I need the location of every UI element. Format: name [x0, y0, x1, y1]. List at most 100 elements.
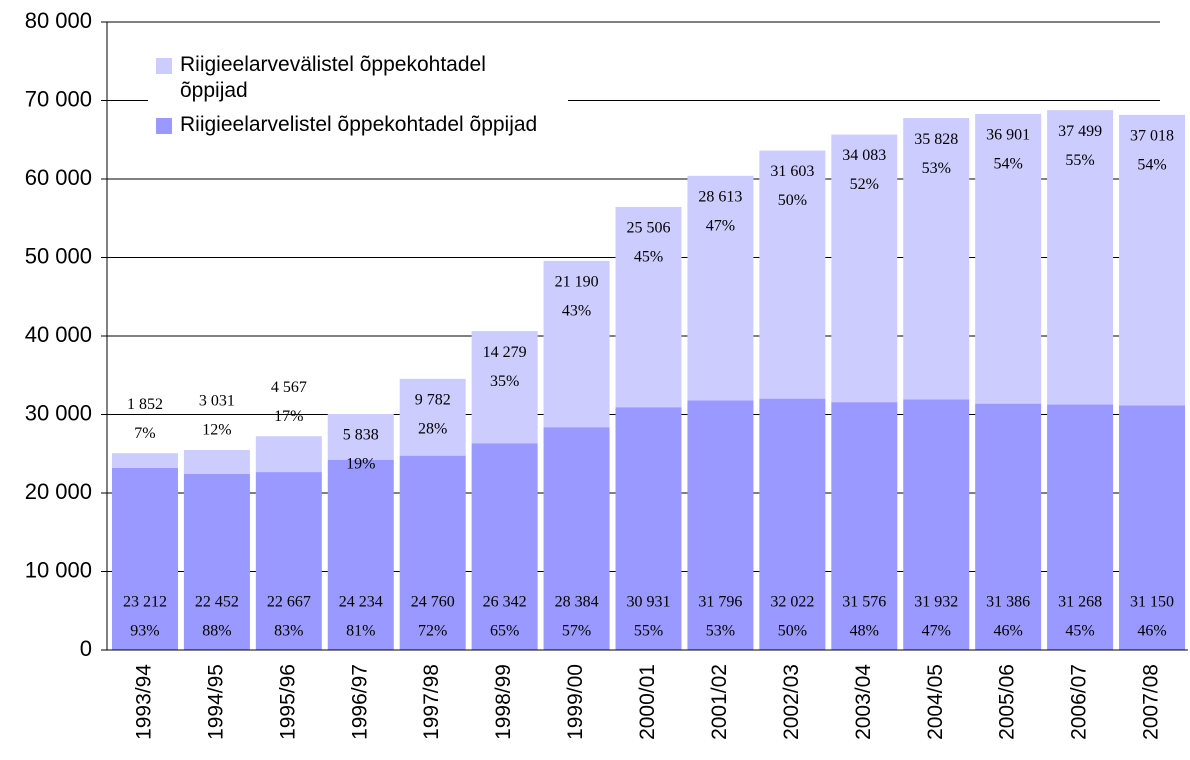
y-tick-label: 40 000 [25, 322, 92, 347]
bar-segment [1047, 110, 1114, 405]
value-label: 35 828 [914, 131, 958, 148]
share-label: 88% [202, 623, 231, 640]
x-tick-label: 1995/96 [276, 664, 299, 740]
x-tick-label: 1996/97 [348, 664, 371, 740]
share-label: 7% [134, 425, 155, 442]
x-tick-label: 2004/05 [924, 664, 947, 740]
bar-segment [687, 400, 754, 650]
bar-segment [1119, 405, 1186, 650]
value-label: 31 796 [698, 594, 742, 611]
value-label: 31 603 [770, 163, 814, 180]
bar-segment [831, 134, 898, 403]
value-label: 30 931 [627, 594, 671, 611]
share-label: 83% [274, 623, 303, 640]
share-label: 17% [274, 408, 303, 425]
bar-segment [327, 459, 394, 650]
share-label: 53% [922, 160, 951, 177]
share-label: 54% [994, 156, 1023, 173]
share-label: 48% [850, 623, 879, 640]
bar-segment [543, 427, 610, 650]
y-tick-label: 0 [80, 636, 92, 661]
share-label: 55% [634, 623, 663, 640]
share-label: 50% [778, 192, 807, 209]
bar-segment [399, 378, 466, 456]
y-tick-label: 80 000 [25, 8, 92, 33]
y-tick-label: 50 000 [25, 243, 92, 268]
bar-segment [903, 399, 970, 650]
share-label: 54% [1137, 157, 1166, 174]
value-label: 28 384 [555, 594, 599, 611]
x-tick-label: 2006/07 [1068, 664, 1091, 740]
share-label: 47% [706, 217, 735, 234]
share-label: 28% [418, 421, 447, 438]
value-label: 1 852 [127, 396, 163, 413]
y-tick-label: 60 000 [25, 165, 92, 190]
bar-segment [975, 403, 1042, 650]
bar-segment [687, 175, 754, 401]
x-tick-label: 2000/01 [636, 664, 659, 740]
value-label: 22 452 [195, 594, 239, 611]
y-tick-label: 10 000 [25, 557, 92, 582]
legend-item: Riigieelarvelistel õppekohtadel õppijad [156, 112, 568, 138]
share-label: 53% [706, 623, 735, 640]
value-label: 37 018 [1130, 128, 1174, 145]
share-label: 65% [490, 623, 519, 640]
bar-segment [759, 398, 826, 650]
value-label: 34 083 [842, 147, 886, 164]
bar-segment [183, 473, 250, 650]
bar-segment [1119, 114, 1186, 406]
value-label: 28 613 [698, 188, 742, 205]
legend-swatch [156, 58, 172, 74]
x-tick-label: 1994/95 [204, 664, 227, 740]
value-label: 31 576 [842, 594, 886, 611]
value-label: 31 386 [986, 594, 1030, 611]
share-label: 50% [778, 623, 807, 640]
value-label: 24 760 [411, 594, 455, 611]
value-label: 31 150 [1130, 594, 1174, 611]
x-tick-label: 2005/06 [996, 664, 1019, 740]
value-label: 37 499 [1058, 123, 1102, 140]
y-tick-label: 70 000 [25, 86, 92, 111]
bar-segment [543, 260, 610, 428]
value-label: 25 506 [627, 220, 671, 237]
x-tick-label: 2007/08 [1140, 664, 1163, 740]
share-label: 45% [1065, 623, 1094, 640]
x-tick-label: 2003/04 [852, 664, 875, 740]
share-label: 19% [346, 456, 375, 473]
value-label: 4 567 [271, 379, 307, 396]
y-tick-label: 30 000 [25, 400, 92, 425]
value-label: 31 268 [1058, 594, 1102, 611]
value-label: 9 782 [415, 392, 451, 409]
value-label: 5 838 [343, 427, 379, 444]
value-label: 36 901 [986, 127, 1030, 144]
bar-segment [615, 206, 682, 408]
share-label: 45% [634, 249, 663, 266]
bar-segment [111, 453, 178, 468]
bar-segment [111, 467, 178, 650]
bar-segment [759, 150, 826, 399]
bar-segment [471, 443, 538, 650]
legend-label: Riigieelarvevälistel õppekohtadel õppija… [180, 53, 486, 102]
bar-segment [327, 413, 394, 460]
x-tick-label: 2002/03 [780, 664, 803, 740]
share-label: 72% [418, 623, 447, 640]
x-tick-label: 2001/02 [708, 664, 731, 740]
bar-segment [255, 472, 322, 650]
bar-segment [183, 449, 250, 474]
legend-label: Riigieelarvelistel õppekohtadel õppijad [180, 113, 538, 136]
bar-segment [1047, 404, 1114, 650]
value-label: 26 342 [483, 594, 527, 611]
bar-segment [399, 455, 466, 650]
value-label: 24 234 [339, 594, 383, 611]
share-label: 93% [130, 623, 159, 640]
share-label: 57% [562, 623, 591, 640]
legend-swatch [156, 118, 172, 134]
x-tick-label: 1998/99 [492, 664, 515, 740]
x-tick-label: 1993/94 [133, 664, 156, 740]
value-label: 31 932 [914, 594, 958, 611]
bar-segment [903, 118, 970, 400]
value-label: 22 667 [267, 594, 311, 611]
share-label: 46% [1137, 623, 1166, 640]
